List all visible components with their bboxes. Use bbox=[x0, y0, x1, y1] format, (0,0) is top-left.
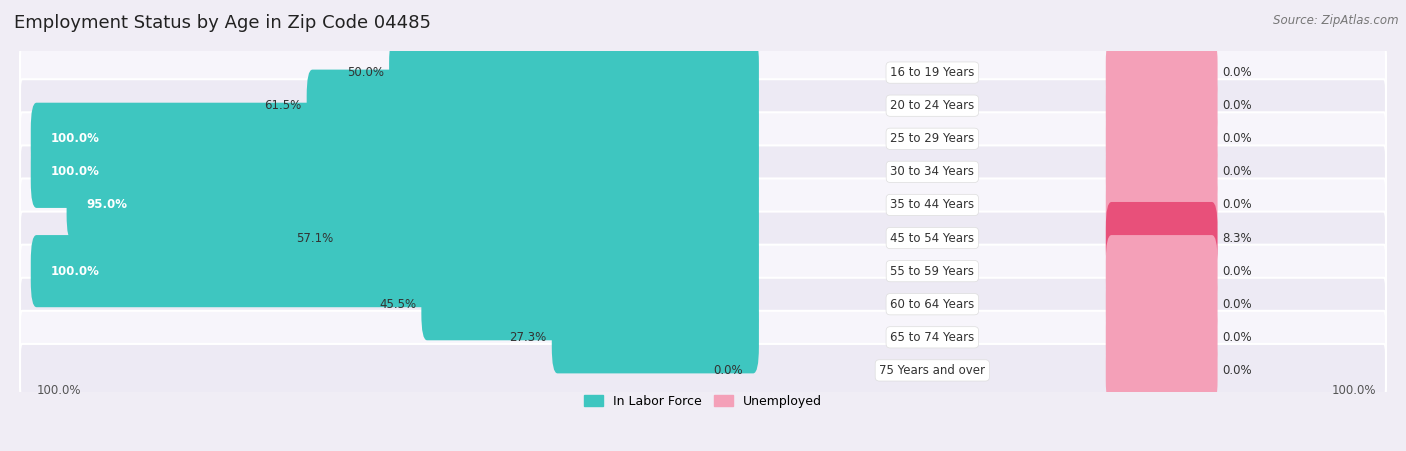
FancyBboxPatch shape bbox=[1105, 334, 1218, 406]
FancyBboxPatch shape bbox=[1105, 103, 1218, 175]
Text: 0.0%: 0.0% bbox=[1223, 66, 1253, 79]
Text: 0.0%: 0.0% bbox=[1223, 132, 1253, 145]
Text: 100.0%: 100.0% bbox=[51, 265, 100, 278]
FancyBboxPatch shape bbox=[20, 179, 1386, 231]
Text: 8.3%: 8.3% bbox=[1223, 231, 1253, 244]
Text: 55 to 59 Years: 55 to 59 Years bbox=[890, 265, 974, 278]
FancyBboxPatch shape bbox=[31, 103, 759, 175]
FancyBboxPatch shape bbox=[1105, 268, 1218, 341]
FancyBboxPatch shape bbox=[1105, 37, 1218, 109]
FancyBboxPatch shape bbox=[20, 311, 1386, 364]
Text: 100.0%: 100.0% bbox=[1331, 384, 1376, 397]
FancyBboxPatch shape bbox=[20, 112, 1386, 165]
Text: 20 to 24 Years: 20 to 24 Years bbox=[890, 99, 974, 112]
FancyBboxPatch shape bbox=[389, 37, 759, 109]
Text: Source: ZipAtlas.com: Source: ZipAtlas.com bbox=[1274, 14, 1399, 27]
Text: 45.5%: 45.5% bbox=[380, 298, 416, 311]
FancyBboxPatch shape bbox=[1105, 69, 1218, 142]
FancyBboxPatch shape bbox=[20, 145, 1386, 198]
Text: 0.0%: 0.0% bbox=[1223, 298, 1253, 311]
FancyBboxPatch shape bbox=[1105, 202, 1218, 274]
FancyBboxPatch shape bbox=[339, 202, 759, 274]
Text: 100.0%: 100.0% bbox=[51, 132, 100, 145]
Text: 0.0%: 0.0% bbox=[1223, 265, 1253, 278]
Text: 30 to 34 Years: 30 to 34 Years bbox=[890, 166, 974, 178]
FancyBboxPatch shape bbox=[20, 212, 1386, 265]
Text: 27.3%: 27.3% bbox=[509, 331, 547, 344]
Text: 57.1%: 57.1% bbox=[295, 231, 333, 244]
Text: Employment Status by Age in Zip Code 04485: Employment Status by Age in Zip Code 044… bbox=[14, 14, 432, 32]
Text: 75 Years and over: 75 Years and over bbox=[879, 364, 986, 377]
Text: 0.0%: 0.0% bbox=[1223, 331, 1253, 344]
Text: 0.0%: 0.0% bbox=[1223, 166, 1253, 178]
FancyBboxPatch shape bbox=[20, 46, 1386, 99]
Text: 0.0%: 0.0% bbox=[713, 364, 742, 377]
Text: 35 to 44 Years: 35 to 44 Years bbox=[890, 198, 974, 212]
FancyBboxPatch shape bbox=[20, 79, 1386, 132]
Text: 50.0%: 50.0% bbox=[347, 66, 384, 79]
Text: 65 to 74 Years: 65 to 74 Years bbox=[890, 331, 974, 344]
FancyBboxPatch shape bbox=[422, 268, 759, 341]
FancyBboxPatch shape bbox=[307, 69, 759, 142]
Text: 45 to 54 Years: 45 to 54 Years bbox=[890, 231, 974, 244]
FancyBboxPatch shape bbox=[20, 344, 1386, 397]
FancyBboxPatch shape bbox=[551, 301, 759, 373]
Legend: In Labor Force, Unemployed: In Labor Force, Unemployed bbox=[579, 390, 827, 413]
Text: 95.0%: 95.0% bbox=[87, 198, 128, 212]
FancyBboxPatch shape bbox=[1105, 169, 1218, 241]
Text: 100.0%: 100.0% bbox=[37, 384, 82, 397]
Text: 16 to 19 Years: 16 to 19 Years bbox=[890, 66, 974, 79]
FancyBboxPatch shape bbox=[31, 235, 759, 307]
FancyBboxPatch shape bbox=[1105, 136, 1218, 208]
Text: 0.0%: 0.0% bbox=[1223, 198, 1253, 212]
Text: 100.0%: 100.0% bbox=[51, 166, 100, 178]
Text: 25 to 29 Years: 25 to 29 Years bbox=[890, 132, 974, 145]
FancyBboxPatch shape bbox=[20, 244, 1386, 298]
Text: 61.5%: 61.5% bbox=[264, 99, 302, 112]
FancyBboxPatch shape bbox=[20, 278, 1386, 331]
Text: 60 to 64 Years: 60 to 64 Years bbox=[890, 298, 974, 311]
Text: 0.0%: 0.0% bbox=[1223, 364, 1253, 377]
FancyBboxPatch shape bbox=[66, 169, 759, 241]
FancyBboxPatch shape bbox=[31, 136, 759, 208]
FancyBboxPatch shape bbox=[1105, 301, 1218, 373]
FancyBboxPatch shape bbox=[1105, 235, 1218, 307]
Text: 0.0%: 0.0% bbox=[1223, 99, 1253, 112]
